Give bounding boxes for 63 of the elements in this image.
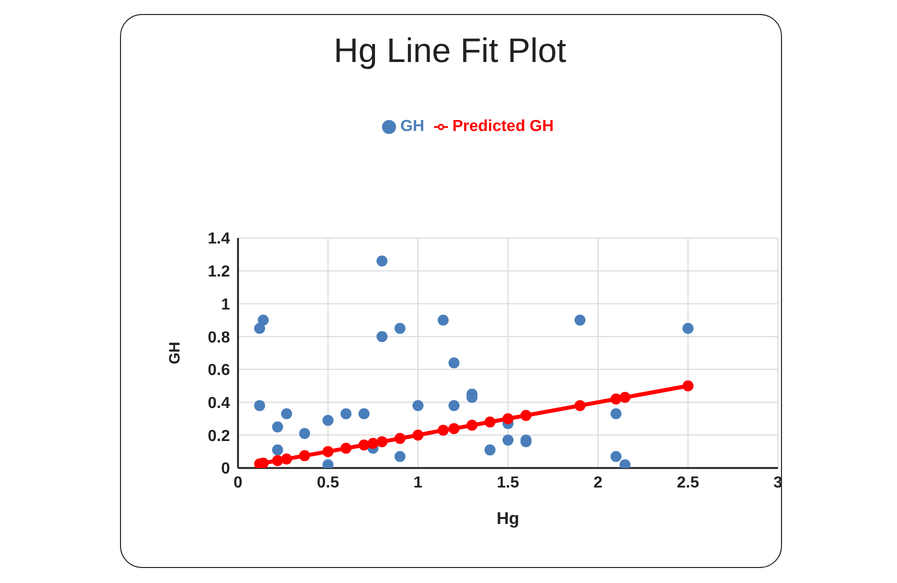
point: [448, 357, 460, 368]
point: [376, 256, 388, 266]
x-tick-label: 1.5: [496, 474, 520, 492]
point: [412, 400, 424, 412]
point: [502, 413, 514, 424]
point: [258, 314, 269, 326]
point: [340, 408, 352, 420]
point: [574, 314, 586, 326]
point: [502, 434, 514, 446]
point: [448, 423, 460, 434]
x-tick-label: 0.5: [316, 474, 340, 492]
point: [254, 322, 266, 334]
point: [272, 444, 284, 456]
point: [281, 408, 292, 420]
point: [520, 410, 532, 421]
legend-label: GH: [400, 118, 424, 135]
x-tick-label: 1: [414, 474, 423, 492]
point: [394, 322, 406, 334]
point: [448, 400, 460, 412]
y-tick-label: 0.2: [208, 428, 230, 445]
x-axis-title: Hg: [496, 509, 520, 528]
point: [281, 453, 292, 464]
point: [322, 414, 334, 426]
point: [394, 432, 406, 444]
y-tick-label: 1: [221, 296, 230, 314]
x-tick-label: 2.5: [676, 474, 700, 492]
y-tick-label: 1.4: [208, 230, 230, 248]
point: [682, 380, 694, 392]
point: [484, 416, 496, 428]
chart-title: Hg Line Fit Plot: [332, 32, 568, 71]
y-tick-label: 0.4: [208, 394, 230, 412]
point: [299, 428, 310, 439]
point: [368, 438, 378, 449]
legend-label: Predicted GH: [452, 118, 554, 135]
point: [376, 436, 388, 448]
point: [272, 455, 284, 466]
y-tick-label: 0: [221, 460, 230, 478]
point: [438, 314, 449, 326]
point: [272, 421, 284, 432]
y-tick-label: 1.2: [208, 264, 230, 281]
point: [340, 442, 352, 454]
y-tick-label: 0.6: [208, 362, 230, 380]
point: [466, 420, 478, 431]
point: [620, 392, 630, 403]
point: [412, 430, 424, 441]
point: [438, 424, 449, 436]
point: [394, 451, 406, 462]
point: [610, 394, 622, 404]
point: [682, 322, 694, 334]
point: [358, 440, 370, 450]
point: [254, 400, 266, 412]
point: [574, 400, 586, 412]
point: [299, 450, 310, 462]
point: [358, 408, 370, 420]
point: [484, 444, 496, 456]
point: [610, 451, 622, 462]
y-axis-title: GH: [166, 342, 184, 364]
point: [322, 446, 334, 458]
x-tick-label: 0: [234, 474, 243, 492]
y-tick-label: 0.8: [208, 329, 230, 346]
point: [610, 408, 622, 420]
x-tick-label: 2: [594, 474, 603, 492]
point: [376, 331, 388, 342]
